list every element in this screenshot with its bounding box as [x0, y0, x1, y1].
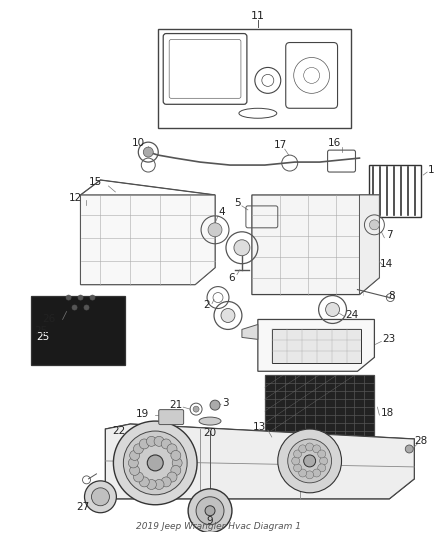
Circle shape	[124, 431, 187, 495]
Circle shape	[299, 445, 307, 453]
Circle shape	[130, 450, 140, 461]
Circle shape	[210, 400, 220, 410]
FancyBboxPatch shape	[159, 410, 184, 425]
Text: 12: 12	[69, 193, 82, 203]
Text: 25: 25	[36, 333, 49, 342]
Text: 13: 13	[253, 422, 266, 432]
Text: 16: 16	[328, 138, 341, 148]
Circle shape	[208, 223, 222, 237]
Text: 5: 5	[235, 198, 241, 208]
Polygon shape	[106, 424, 414, 499]
Circle shape	[66, 295, 71, 300]
Circle shape	[92, 488, 110, 506]
Text: 4: 4	[219, 207, 225, 217]
Text: 9: 9	[207, 516, 213, 526]
Text: 22: 22	[112, 426, 125, 436]
Polygon shape	[242, 325, 258, 340]
Text: 20: 20	[204, 428, 217, 438]
Bar	[272, 329, 361, 364]
Text: 1: 1	[428, 165, 434, 175]
Circle shape	[193, 406, 199, 412]
Circle shape	[85, 481, 117, 513]
Circle shape	[234, 240, 250, 256]
Circle shape	[146, 480, 156, 489]
Text: 21: 21	[170, 400, 183, 410]
Circle shape	[171, 450, 181, 461]
Circle shape	[306, 471, 314, 479]
Circle shape	[90, 295, 95, 300]
Polygon shape	[252, 195, 379, 295]
Circle shape	[78, 295, 83, 300]
Circle shape	[278, 429, 342, 493]
Circle shape	[196, 497, 224, 524]
Circle shape	[172, 458, 182, 468]
Circle shape	[113, 421, 197, 505]
Circle shape	[161, 477, 171, 487]
Circle shape	[143, 147, 153, 157]
Text: 25: 25	[34, 326, 47, 336]
Text: 3: 3	[222, 398, 228, 408]
Circle shape	[154, 437, 164, 446]
Text: 2: 2	[204, 300, 210, 310]
Polygon shape	[81, 195, 215, 285]
Circle shape	[161, 439, 171, 449]
Text: 8: 8	[388, 290, 395, 301]
Circle shape	[167, 444, 177, 454]
Circle shape	[167, 472, 177, 482]
Bar	[369, 165, 421, 217]
Text: 19: 19	[136, 409, 149, 419]
Circle shape	[318, 464, 326, 472]
Circle shape	[306, 443, 314, 451]
Text: 15: 15	[89, 177, 102, 187]
Text: 10: 10	[132, 138, 145, 148]
Circle shape	[72, 305, 77, 310]
Circle shape	[369, 220, 379, 230]
Circle shape	[147, 455, 163, 471]
Circle shape	[288, 439, 332, 483]
Circle shape	[139, 439, 149, 449]
Circle shape	[293, 450, 301, 458]
Bar	[158, 29, 351, 128]
Text: 26: 26	[42, 314, 55, 325]
Text: 23: 23	[383, 334, 396, 344]
Circle shape	[134, 444, 143, 454]
Text: 11: 11	[251, 11, 265, 21]
Circle shape	[128, 458, 138, 468]
Circle shape	[130, 465, 140, 475]
Circle shape	[304, 455, 316, 467]
Text: 18: 18	[381, 408, 394, 418]
Circle shape	[146, 437, 156, 446]
Circle shape	[325, 303, 339, 317]
Circle shape	[293, 464, 301, 472]
Text: 14: 14	[380, 259, 393, 269]
Circle shape	[313, 445, 321, 453]
Circle shape	[154, 480, 164, 489]
Circle shape	[134, 472, 143, 482]
Circle shape	[221, 309, 235, 322]
Text: 7: 7	[386, 230, 392, 240]
Text: 6: 6	[229, 273, 235, 282]
Circle shape	[318, 450, 326, 458]
Text: 28: 28	[415, 436, 428, 446]
Text: 2019 Jeep Wrangler Hvac Diagram 1: 2019 Jeep Wrangler Hvac Diagram 1	[137, 522, 301, 531]
Circle shape	[171, 465, 181, 475]
Circle shape	[405, 445, 413, 453]
Circle shape	[139, 477, 149, 487]
Ellipse shape	[199, 417, 221, 425]
Polygon shape	[360, 195, 379, 295]
Bar	[31, 296, 125, 365]
Polygon shape	[106, 424, 414, 499]
Circle shape	[292, 457, 300, 465]
Polygon shape	[258, 319, 374, 372]
Circle shape	[205, 506, 215, 516]
Text: 27: 27	[76, 502, 89, 512]
Circle shape	[188, 489, 232, 532]
Text: 24: 24	[345, 311, 358, 320]
Circle shape	[313, 469, 321, 477]
Bar	[265, 375, 374, 447]
Circle shape	[299, 469, 307, 477]
Circle shape	[84, 305, 89, 310]
Circle shape	[320, 457, 328, 465]
Text: 17: 17	[274, 140, 287, 150]
